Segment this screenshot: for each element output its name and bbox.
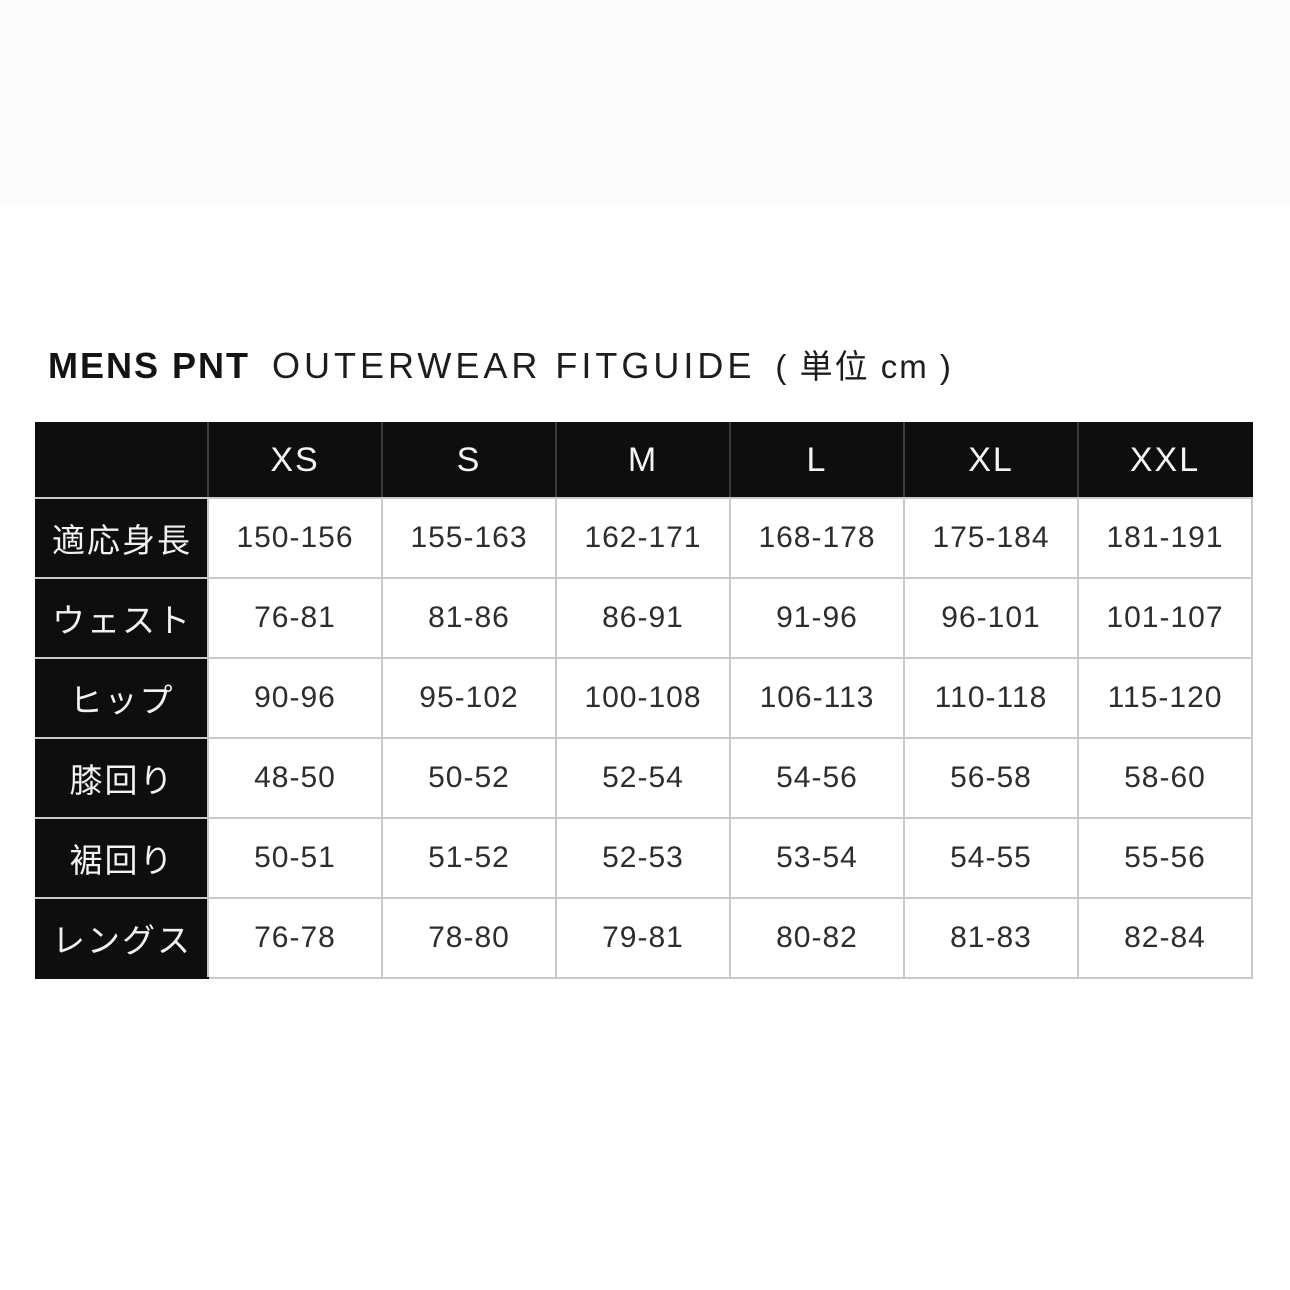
row-label-knee: 膝回り [35, 737, 209, 819]
table-cell: 106-113 [729, 657, 905, 739]
size-col-header-xl: XL [903, 422, 1079, 499]
table-cell: 78-80 [381, 897, 557, 979]
table-cell: 56-58 [903, 737, 1079, 819]
table-cell: 110-118 [903, 657, 1079, 739]
table-cell: 162-171 [555, 497, 731, 579]
header-row: XS S M L XL XXL [35, 422, 1253, 499]
table-cell: 82-84 [1077, 897, 1253, 979]
table-cell: 115-120 [1077, 657, 1253, 739]
table-row-hem: 裾回り 50-51 51-52 52-53 53-54 54-55 55-56 [35, 817, 1253, 899]
table-cell: 95-102 [381, 657, 557, 739]
table-cell: 150-156 [207, 497, 383, 579]
table-cell: 55-56 [1077, 817, 1253, 899]
table-cell: 48-50 [207, 737, 383, 819]
table-cell: 101-107 [1077, 577, 1253, 659]
table-header: XS S M L XL XXL [35, 422, 1253, 499]
size-col-header-xs: XS [207, 422, 383, 499]
table-row-knee: 膝回り 48-50 50-52 52-54 54-56 56-58 58-60 [35, 737, 1253, 819]
table-cell: 54-55 [903, 817, 1079, 899]
table-cell: 76-78 [207, 897, 383, 979]
top-background-band [0, 0, 1290, 205]
title-unit: ( 単位 cm ) [775, 348, 953, 385]
table-cell: 76-81 [207, 577, 383, 659]
table-cell: 54-56 [729, 737, 905, 819]
row-label-height: 適応身長 [35, 497, 209, 579]
size-col-header-s: S [381, 422, 557, 499]
table-cell: 51-52 [381, 817, 557, 899]
table-cell: 50-51 [207, 817, 383, 899]
table-cell: 53-54 [729, 817, 905, 899]
table-cell: 175-184 [903, 497, 1079, 579]
table-cell: 100-108 [555, 657, 731, 739]
table-cell: 96-101 [903, 577, 1079, 659]
table-cell: 80-82 [729, 897, 905, 979]
row-label-hip: ヒップ [35, 657, 209, 739]
table-cell: 155-163 [381, 497, 557, 579]
table-cell: 86-91 [555, 577, 731, 659]
size-col-header-m: M [555, 422, 731, 499]
title-text: OUTERWEAR FITGUIDE [272, 345, 756, 386]
fitguide-table: XS S M L XL XXL 適応身長 150-156 155-163 162… [35, 422, 1253, 979]
table-cell: 79-81 [555, 897, 731, 979]
table-cell: 90-96 [207, 657, 383, 739]
table-row-height: 適応身長 150-156 155-163 162-171 168-178 175… [35, 497, 1253, 579]
row-label-hem: 裾回り [35, 817, 209, 899]
row-label-length: レングス [35, 897, 209, 979]
table-cell: 52-54 [555, 737, 731, 819]
table-cell: 50-52 [381, 737, 557, 819]
table-row-hip: ヒップ 90-96 95-102 100-108 106-113 110-118… [35, 657, 1253, 739]
table-cell: 52-53 [555, 817, 731, 899]
size-col-header-l: L [729, 422, 905, 499]
table-corner-cell [35, 422, 209, 499]
row-label-waist: ウェスト [35, 577, 209, 659]
table-cell: 81-86 [381, 577, 557, 659]
table-row-waist: ウェスト 76-81 81-86 86-91 91-96 96-101 101-… [35, 577, 1253, 659]
size-col-header-xxl: XXL [1077, 422, 1253, 499]
table-row-length: レングス 76-78 78-80 79-81 80-82 81-83 82-84 [35, 897, 1253, 979]
table-body: 適応身長 150-156 155-163 162-171 168-178 175… [35, 497, 1253, 979]
page-title: MENS PNT OUTERWEAR FITGUIDE ( 単位 cm ) [48, 344, 953, 387]
table-cell: 81-83 [903, 897, 1079, 979]
table-cell: 181-191 [1077, 497, 1253, 579]
title-product-code: MENS PNT [48, 345, 251, 386]
table-cell: 168-178 [729, 497, 905, 579]
table-cell: 58-60 [1077, 737, 1253, 819]
table-cell: 91-96 [729, 577, 905, 659]
